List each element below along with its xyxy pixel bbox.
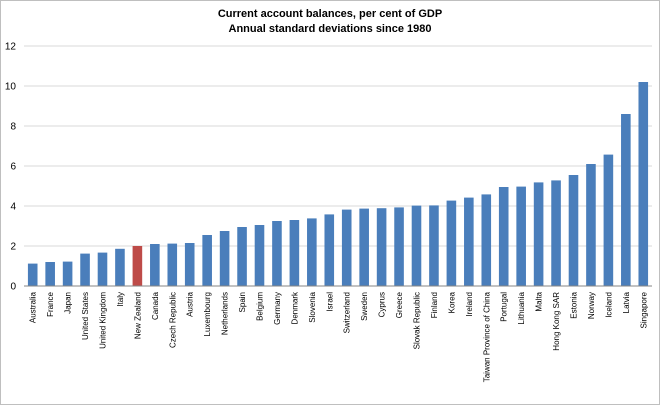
x-tick-label: Germany — [273, 292, 282, 325]
x-tick-label: Latvia — [622, 291, 631, 313]
bar-singapore — [638, 82, 649, 286]
x-tick-label: France — [46, 291, 55, 316]
x-tick-label: Belgium — [256, 292, 265, 321]
bar-united-states — [80, 253, 90, 286]
bar-austria — [184, 243, 195, 286]
x-tick-label: Netherlands — [221, 292, 230, 335]
bar-korea — [446, 200, 457, 286]
bar-hong-kong-sar — [551, 180, 561, 286]
bar-portugal — [498, 187, 509, 286]
x-tick-label: Iceland — [604, 292, 613, 318]
x-tick-label: Spain — [238, 292, 247, 312]
x-tick-label: Slovenia — [308, 291, 317, 322]
bar-slovenia — [307, 218, 317, 286]
x-tick-label: Luxembourg — [203, 292, 212, 336]
bar-netherlands — [219, 231, 230, 286]
x-tick-label: Hong Kong SAR — [552, 292, 561, 351]
bar-luxembourg — [202, 235, 212, 286]
bar-israel — [324, 214, 335, 286]
x-tick-label: Malta — [535, 291, 544, 311]
bar-czech-republic — [167, 243, 178, 286]
bar-new-zealand — [132, 246, 143, 286]
x-tick-label: Australia — [29, 291, 38, 323]
x-tick-label: Slovak Republic — [413, 292, 422, 349]
bar-slovak-republic — [411, 205, 422, 286]
x-tick-label: Israel — [325, 292, 334, 312]
x-tick-label: Lithuania — [517, 291, 526, 324]
x-tick-label: United Kingdom — [99, 292, 108, 349]
y-tick-label: 0 — [10, 282, 16, 293]
x-tick-label: Taiwan Province of China — [482, 291, 491, 382]
bar-norway — [586, 164, 596, 286]
y-tick-label: 2 — [10, 242, 16, 253]
x-tick-label: Denmark — [290, 291, 299, 324]
bar-united-kingdom — [97, 252, 108, 286]
bars — [27, 82, 649, 286]
x-tick-label: United States — [81, 292, 90, 340]
bar-malta — [533, 182, 544, 286]
y-tick-label: 12 — [5, 42, 17, 53]
x-tick-label: Singapore — [639, 291, 648, 328]
x-tick-label: Austria — [186, 291, 195, 316]
y-tick-label: 4 — [10, 202, 16, 213]
bar-italy — [115, 248, 125, 286]
x-tick-label: Estonia — [570, 291, 579, 318]
bar-australia — [27, 263, 38, 286]
bar-iceland — [603, 154, 614, 286]
bar-japan — [62, 261, 73, 286]
chart-subtitle: Annual standard deviations since 1980 — [229, 23, 432, 35]
x-tick-label: New Zealand — [133, 292, 142, 339]
x-tick-label: Ireland — [465, 292, 474, 316]
bar-france — [45, 262, 55, 286]
bar-greece — [394, 207, 404, 286]
gridlines — [24, 45, 652, 247]
y-tick-label: 8 — [10, 122, 16, 133]
bar-cyprus — [376, 208, 387, 286]
x-tick-label: Canada — [151, 291, 160, 320]
bar-estonia — [568, 175, 579, 286]
bar-denmark — [289, 220, 300, 286]
bar-germany — [272, 221, 282, 286]
x-tick-label: Sweden — [360, 292, 369, 321]
bar-lithuania — [516, 186, 526, 286]
bar-switzerland — [341, 209, 352, 286]
x-tick-label: Japan — [64, 292, 73, 314]
x-tick-label: Italy — [116, 292, 125, 307]
x-tick-label: Portugal — [500, 292, 509, 322]
x-tick-label: Greece — [395, 291, 404, 318]
bar-sweden — [359, 208, 369, 286]
bar-canada — [150, 244, 160, 286]
y-axis: 0 2 4 6 8 10 12 — [5, 42, 17, 293]
x-tick-label: Norway — [587, 292, 596, 319]
bar-spain — [237, 227, 247, 286]
x-tick-label: Korea — [447, 291, 456, 313]
bar-belgium — [254, 225, 265, 286]
bar-finland — [429, 205, 439, 286]
chart-title: Current account balances, per cent of GD… — [218, 8, 442, 20]
bar-ireland — [464, 197, 474, 286]
bar-latvia — [621, 114, 631, 286]
x-tick-label: Finland — [430, 292, 439, 318]
y-tick-label: 6 — [10, 162, 16, 173]
x-tick-label: Switzerland — [343, 292, 352, 333]
y-tick-label: 10 — [5, 82, 17, 93]
bar-taiwan-province-of-china — [481, 194, 492, 286]
x-axis-labels: Australia France Japan United States United … — [29, 291, 649, 382]
x-tick-label: Cyprus — [378, 292, 387, 317]
x-tick-label: Czech Republic — [168, 292, 177, 348]
